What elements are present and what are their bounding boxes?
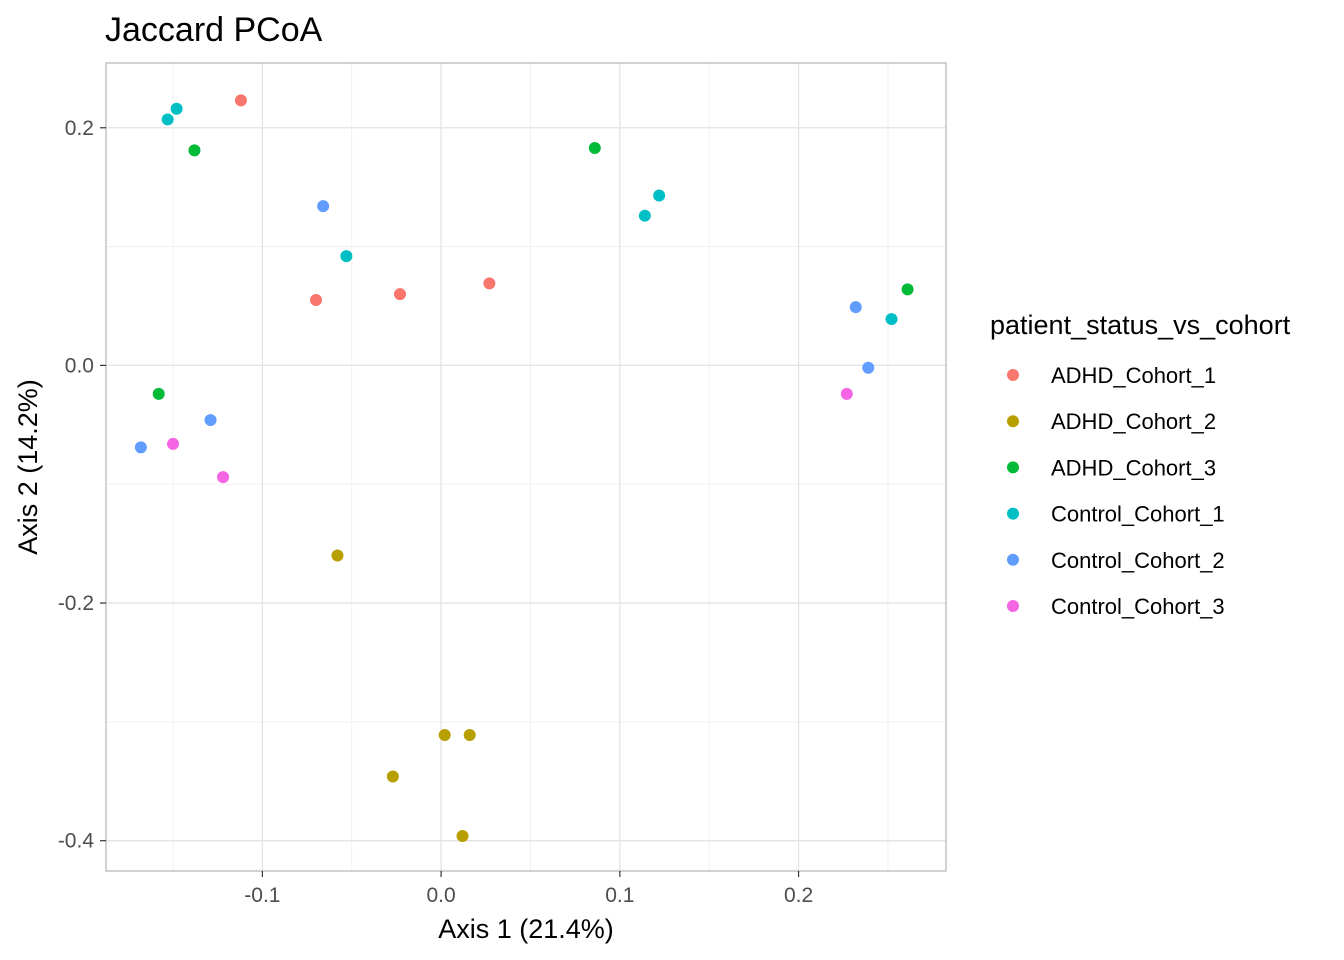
data-point-control-cohort-2 <box>862 361 875 374</box>
y-tick-label: 0.2 <box>65 117 94 140</box>
plot-panel-border <box>105 62 947 872</box>
chart-title: Jaccard PCoA <box>105 11 323 49</box>
legend-key-adhd-cohort-1 <box>1007 369 1019 381</box>
data-point-control-cohort-3 <box>217 471 230 484</box>
data-point-adhd-cohort-1 <box>483 277 496 290</box>
data-point-control-cohort-1 <box>638 209 651 222</box>
data-point-control-cohort-1 <box>340 250 353 263</box>
data-point-control-cohort-1 <box>161 113 174 126</box>
data-point-adhd-cohort-3 <box>188 144 201 157</box>
data-point-control-cohort-2 <box>134 441 147 454</box>
y-tick-label: -0.4 <box>58 830 95 853</box>
y-tick-label: -0.2 <box>58 592 94 615</box>
data-point-adhd-cohort-3 <box>152 387 165 400</box>
data-point-adhd-cohort-1 <box>234 94 247 107</box>
legend: patient_status_vs_cohort ADHD_Cohort_1AD… <box>990 310 1291 619</box>
data-point-adhd-cohort-2 <box>463 728 476 741</box>
x-axis-title: Axis 1 (21.4%) <box>438 914 614 944</box>
data-point-control-cohort-2 <box>317 200 330 213</box>
data-point-adhd-cohort-1 <box>394 288 406 301</box>
y-tick-label: 0.0 <box>65 354 94 377</box>
legend-key-control-cohort-1 <box>1007 507 1019 520</box>
x-tick-label: 0.2 <box>784 884 813 907</box>
x-tick-label: 0.0 <box>427 884 456 907</box>
data-points <box>134 94 914 842</box>
y-axis-title: Axis 2 (14.2%) <box>13 379 43 555</box>
data-point-adhd-cohort-1 <box>310 294 322 307</box>
x-tick-label: 0.1 <box>605 884 634 907</box>
legend-label-control-cohort-2: Control_Cohort_2 <box>1051 548 1225 573</box>
legend-key-adhd-cohort-3 <box>1007 461 1019 474</box>
legend-items: ADHD_Cohort_1 ADHD_Cohort_2 ADHD_Cohort_3 C… <box>1007 363 1225 619</box>
x-tick-label: -0.1 <box>244 884 280 907</box>
minor-grid <box>106 63 946 871</box>
legend-label-control-cohort-1: Control_Cohort_1 <box>1051 502 1225 527</box>
data-point-control-cohort-2 <box>849 301 862 314</box>
legend-key-adhd-cohort-2 <box>1007 415 1019 428</box>
legend-key-control-cohort-3 <box>1007 600 1019 612</box>
data-point-adhd-cohort-2 <box>456 829 469 842</box>
y-axis-ticks: -0.4 -0.2 0.0 0.2 <box>58 117 106 853</box>
x-axis-ticks: -0.1 0.0 0.1 0.2 <box>244 871 813 907</box>
legend-label-control-cohort-3: Control_Cohort_3 <box>1051 594 1225 619</box>
data-point-adhd-cohort-3 <box>588 141 601 154</box>
plot-panel <box>106 63 946 871</box>
data-point-adhd-cohort-3 <box>901 283 914 296</box>
data-point-control-cohort-3 <box>167 437 180 450</box>
data-point-adhd-cohort-2 <box>386 770 399 783</box>
data-point-control-cohort-1 <box>170 102 183 115</box>
data-point-adhd-cohort-2 <box>331 549 344 562</box>
legend-key-control-cohort-2 <box>1007 553 1019 566</box>
data-point-control-cohort-1 <box>653 189 666 202</box>
data-point-control-cohort-3 <box>840 387 853 400</box>
data-point-control-cohort-2 <box>204 414 217 427</box>
legend-title: patient_status_vs_cohort <box>990 310 1291 340</box>
legend-label-adhd-cohort-3: ADHD_Cohort_3 <box>1051 455 1216 480</box>
legend-label-adhd-cohort-1: ADHD_Cohort_1 <box>1051 363 1216 388</box>
data-point-control-cohort-1 <box>885 313 898 326</box>
legend-label-adhd-cohort-2: ADHD_Cohort_2 <box>1051 409 1216 434</box>
data-point-adhd-cohort-2 <box>438 728 451 741</box>
